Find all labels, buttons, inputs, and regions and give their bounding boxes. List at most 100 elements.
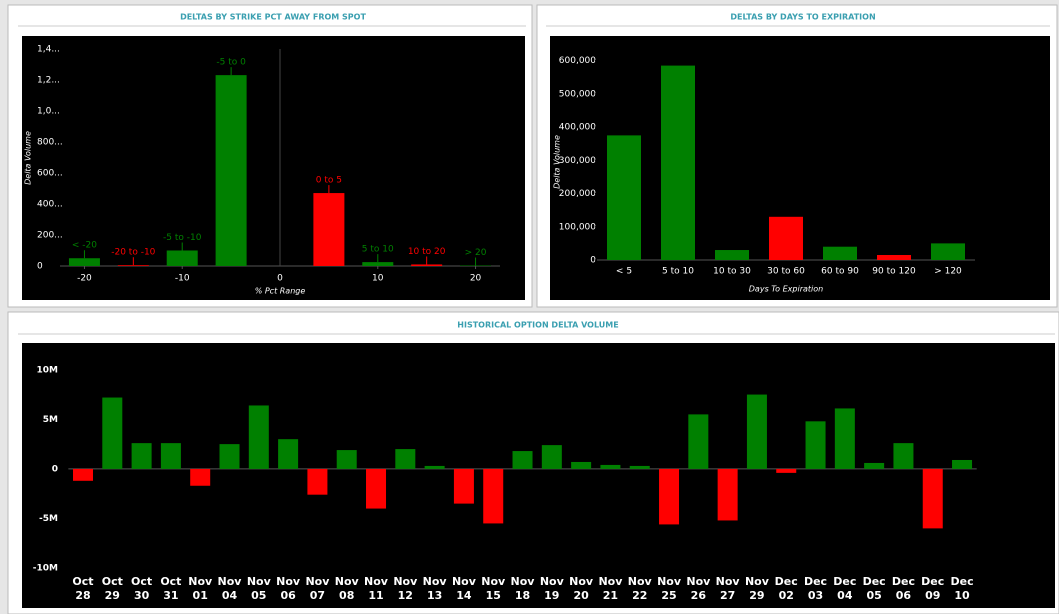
- bar: [395, 449, 416, 469]
- x-tick-label: Oct 31: [160, 575, 182, 602]
- x-axis-title: Days To Expiration: [749, 285, 823, 294]
- x-tick-label: > 120: [934, 267, 962, 277]
- bar: [219, 444, 240, 469]
- bar: [336, 450, 357, 469]
- x-tick-label: Nov 25: [657, 575, 681, 602]
- x-tick-label: 10: [372, 274, 384, 284]
- bar-label: -5 to 0: [216, 58, 246, 68]
- bar: [73, 468, 94, 481]
- bar: [661, 65, 695, 260]
- chart-title: DELTAS BY STRIKE PCT AWAY FROM SPOT: [180, 13, 366, 22]
- bar: [411, 264, 443, 266]
- y-tick-label: 1,4...: [37, 44, 60, 54]
- x-tick-label: Dec 09: [921, 575, 945, 602]
- bar: [571, 461, 592, 469]
- x-tick-label: Nov 05: [246, 575, 271, 602]
- x-tick-label: Nov 08: [334, 575, 359, 602]
- x-tick-label: 60 to 90: [821, 267, 859, 277]
- x-tick-label: Nov 11: [364, 575, 388, 602]
- y-tick-label: 10M: [37, 365, 59, 375]
- bar: [215, 75, 247, 266]
- bar: [190, 468, 211, 486]
- x-tick-label: Nov 12: [393, 575, 418, 602]
- bar: [307, 468, 328, 495]
- x-tick-label: Nov 20: [569, 575, 594, 602]
- y-tick-label: 600,000: [559, 56, 596, 66]
- bar: [117, 265, 149, 266]
- y-tick-label: 1,2...: [37, 75, 60, 85]
- bar: [68, 258, 100, 266]
- x-tick-label: Nov 19: [539, 575, 564, 602]
- x-tick-label: Nov 04: [217, 575, 242, 602]
- y-tick-label: -10M: [33, 564, 58, 574]
- bar: [278, 439, 299, 469]
- x-tick-label: Nov 21: [598, 575, 623, 602]
- y-tick-label: 200...: [37, 230, 63, 240]
- x-tick-label: Dec 03: [803, 575, 828, 602]
- bar: [160, 443, 181, 469]
- y-axis-title: Delta Volume: [553, 135, 562, 189]
- chart-title: HISTORICAL OPTION DELTA VOLUME: [457, 321, 618, 330]
- x-tick-label: Nov 29: [744, 575, 769, 602]
- bar: [922, 468, 943, 529]
- x-tick-label: Nov 01: [188, 575, 213, 602]
- x-tick-label: Nov 27: [715, 575, 740, 602]
- x-tick-label: 20: [470, 274, 482, 284]
- x-tick-label: < 5: [616, 267, 632, 277]
- x-tick-label: -10: [175, 274, 190, 284]
- bar-label: < -20: [72, 241, 97, 251]
- bar-label: 0 to 5: [316, 176, 342, 186]
- y-tick-label: 100,000: [559, 222, 596, 232]
- bar: [952, 459, 973, 469]
- x-tick-label: Nov 14: [451, 575, 476, 602]
- bar-label: -5 to -10: [163, 233, 202, 243]
- x-tick-label: Dec 10: [950, 575, 974, 602]
- bar: [600, 464, 621, 469]
- bar-label: > 20: [465, 248, 487, 258]
- x-tick-label: 0: [277, 274, 283, 284]
- x-tick-label: 90 to 120: [872, 267, 916, 277]
- bar: [715, 250, 749, 260]
- bar: [893, 443, 914, 469]
- bar-label: 10 to 20: [408, 247, 446, 257]
- bar: [931, 243, 965, 260]
- bar: [366, 468, 387, 509]
- bar: [776, 468, 797, 473]
- bar: [362, 262, 394, 266]
- bar: [453, 468, 474, 504]
- x-tick-label: Nov 18: [510, 575, 535, 602]
- bar: [541, 445, 562, 469]
- y-tick-label: 600...: [37, 168, 63, 178]
- bar: [248, 405, 269, 469]
- y-tick-label: 0: [37, 262, 43, 272]
- plot-area: [22, 343, 1055, 608]
- bar: [877, 255, 911, 260]
- y-tick-label: 800...: [37, 137, 63, 147]
- bar: [769, 216, 803, 260]
- y-tick-label: 400,000: [559, 123, 596, 133]
- bar: [629, 465, 650, 469]
- bar: [166, 250, 198, 266]
- bar: [834, 408, 855, 469]
- bar: [823, 246, 857, 260]
- x-tick-label: Nov 22: [627, 575, 652, 602]
- bar: [131, 443, 152, 469]
- x-tick-label: 10 to 30: [713, 267, 751, 277]
- bar: [424, 465, 445, 469]
- x-tick-label: Dec 06: [891, 575, 915, 602]
- x-tick-label: Nov 15: [481, 575, 506, 602]
- y-tick-label: 300,000: [559, 156, 596, 166]
- y-tick-label: -5M: [39, 514, 58, 524]
- bar: [659, 468, 680, 525]
- plot-area: [22, 36, 525, 300]
- x-tick-label: Oct 29: [101, 575, 123, 602]
- bar: [607, 135, 641, 260]
- chart-title: DELTAS BY DAYS TO EXPIRATION: [730, 13, 875, 22]
- x-tick-label: -20: [77, 274, 92, 284]
- bar: [483, 468, 504, 524]
- bar: [746, 394, 767, 469]
- bar-label: -20 to -10: [111, 248, 155, 258]
- bar: [102, 397, 123, 469]
